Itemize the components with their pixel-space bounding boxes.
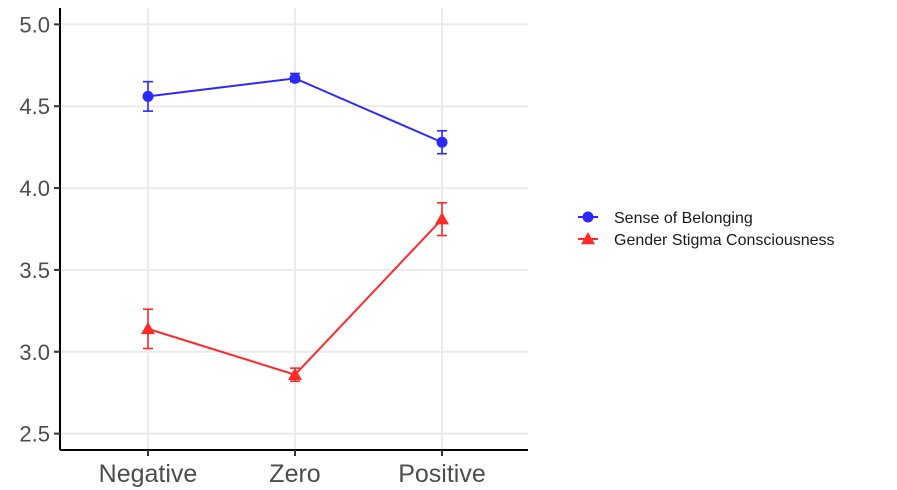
series bbox=[141, 72, 449, 383]
legend: Sense of Belonging Gender Stigma Consciou… bbox=[578, 210, 835, 249]
legend-marker bbox=[582, 211, 594, 223]
x-tick-label: Zero bbox=[269, 460, 320, 488]
legend-item: Gender Stigma Consciousness bbox=[578, 232, 835, 249]
x-axis-ticks: Negative Zero Positive bbox=[99, 450, 486, 488]
y-tick-label: 5.0 bbox=[19, 12, 50, 37]
legend-marker bbox=[581, 232, 595, 245]
data-point bbox=[141, 321, 155, 335]
data-point bbox=[142, 90, 154, 102]
y-tick-label: 3.5 bbox=[19, 258, 50, 283]
series-stigma bbox=[141, 202, 449, 383]
legend-item: Sense of Belonging bbox=[578, 210, 753, 227]
data-point bbox=[436, 136, 448, 148]
legend-label: Gender Stigma Consciousness bbox=[614, 232, 835, 249]
x-tick-label: Negative bbox=[99, 460, 198, 488]
y-tick-label: 4.0 bbox=[19, 176, 50, 201]
data-point bbox=[289, 72, 301, 84]
x-tick-label: Positive bbox=[398, 460, 486, 488]
y-tick-label: 3.0 bbox=[19, 340, 50, 365]
series-belonging bbox=[142, 72, 448, 155]
y-axis-ticks: 2.5 3.0 3.5 4.0 4.5 5.0 bbox=[19, 12, 60, 447]
y-tick-label: 4.5 bbox=[19, 94, 50, 119]
data-point bbox=[288, 367, 302, 380]
y-tick-label: 2.5 bbox=[19, 422, 50, 447]
data-point bbox=[435, 212, 449, 225]
legend-label: Sense of Belonging bbox=[614, 210, 753, 227]
